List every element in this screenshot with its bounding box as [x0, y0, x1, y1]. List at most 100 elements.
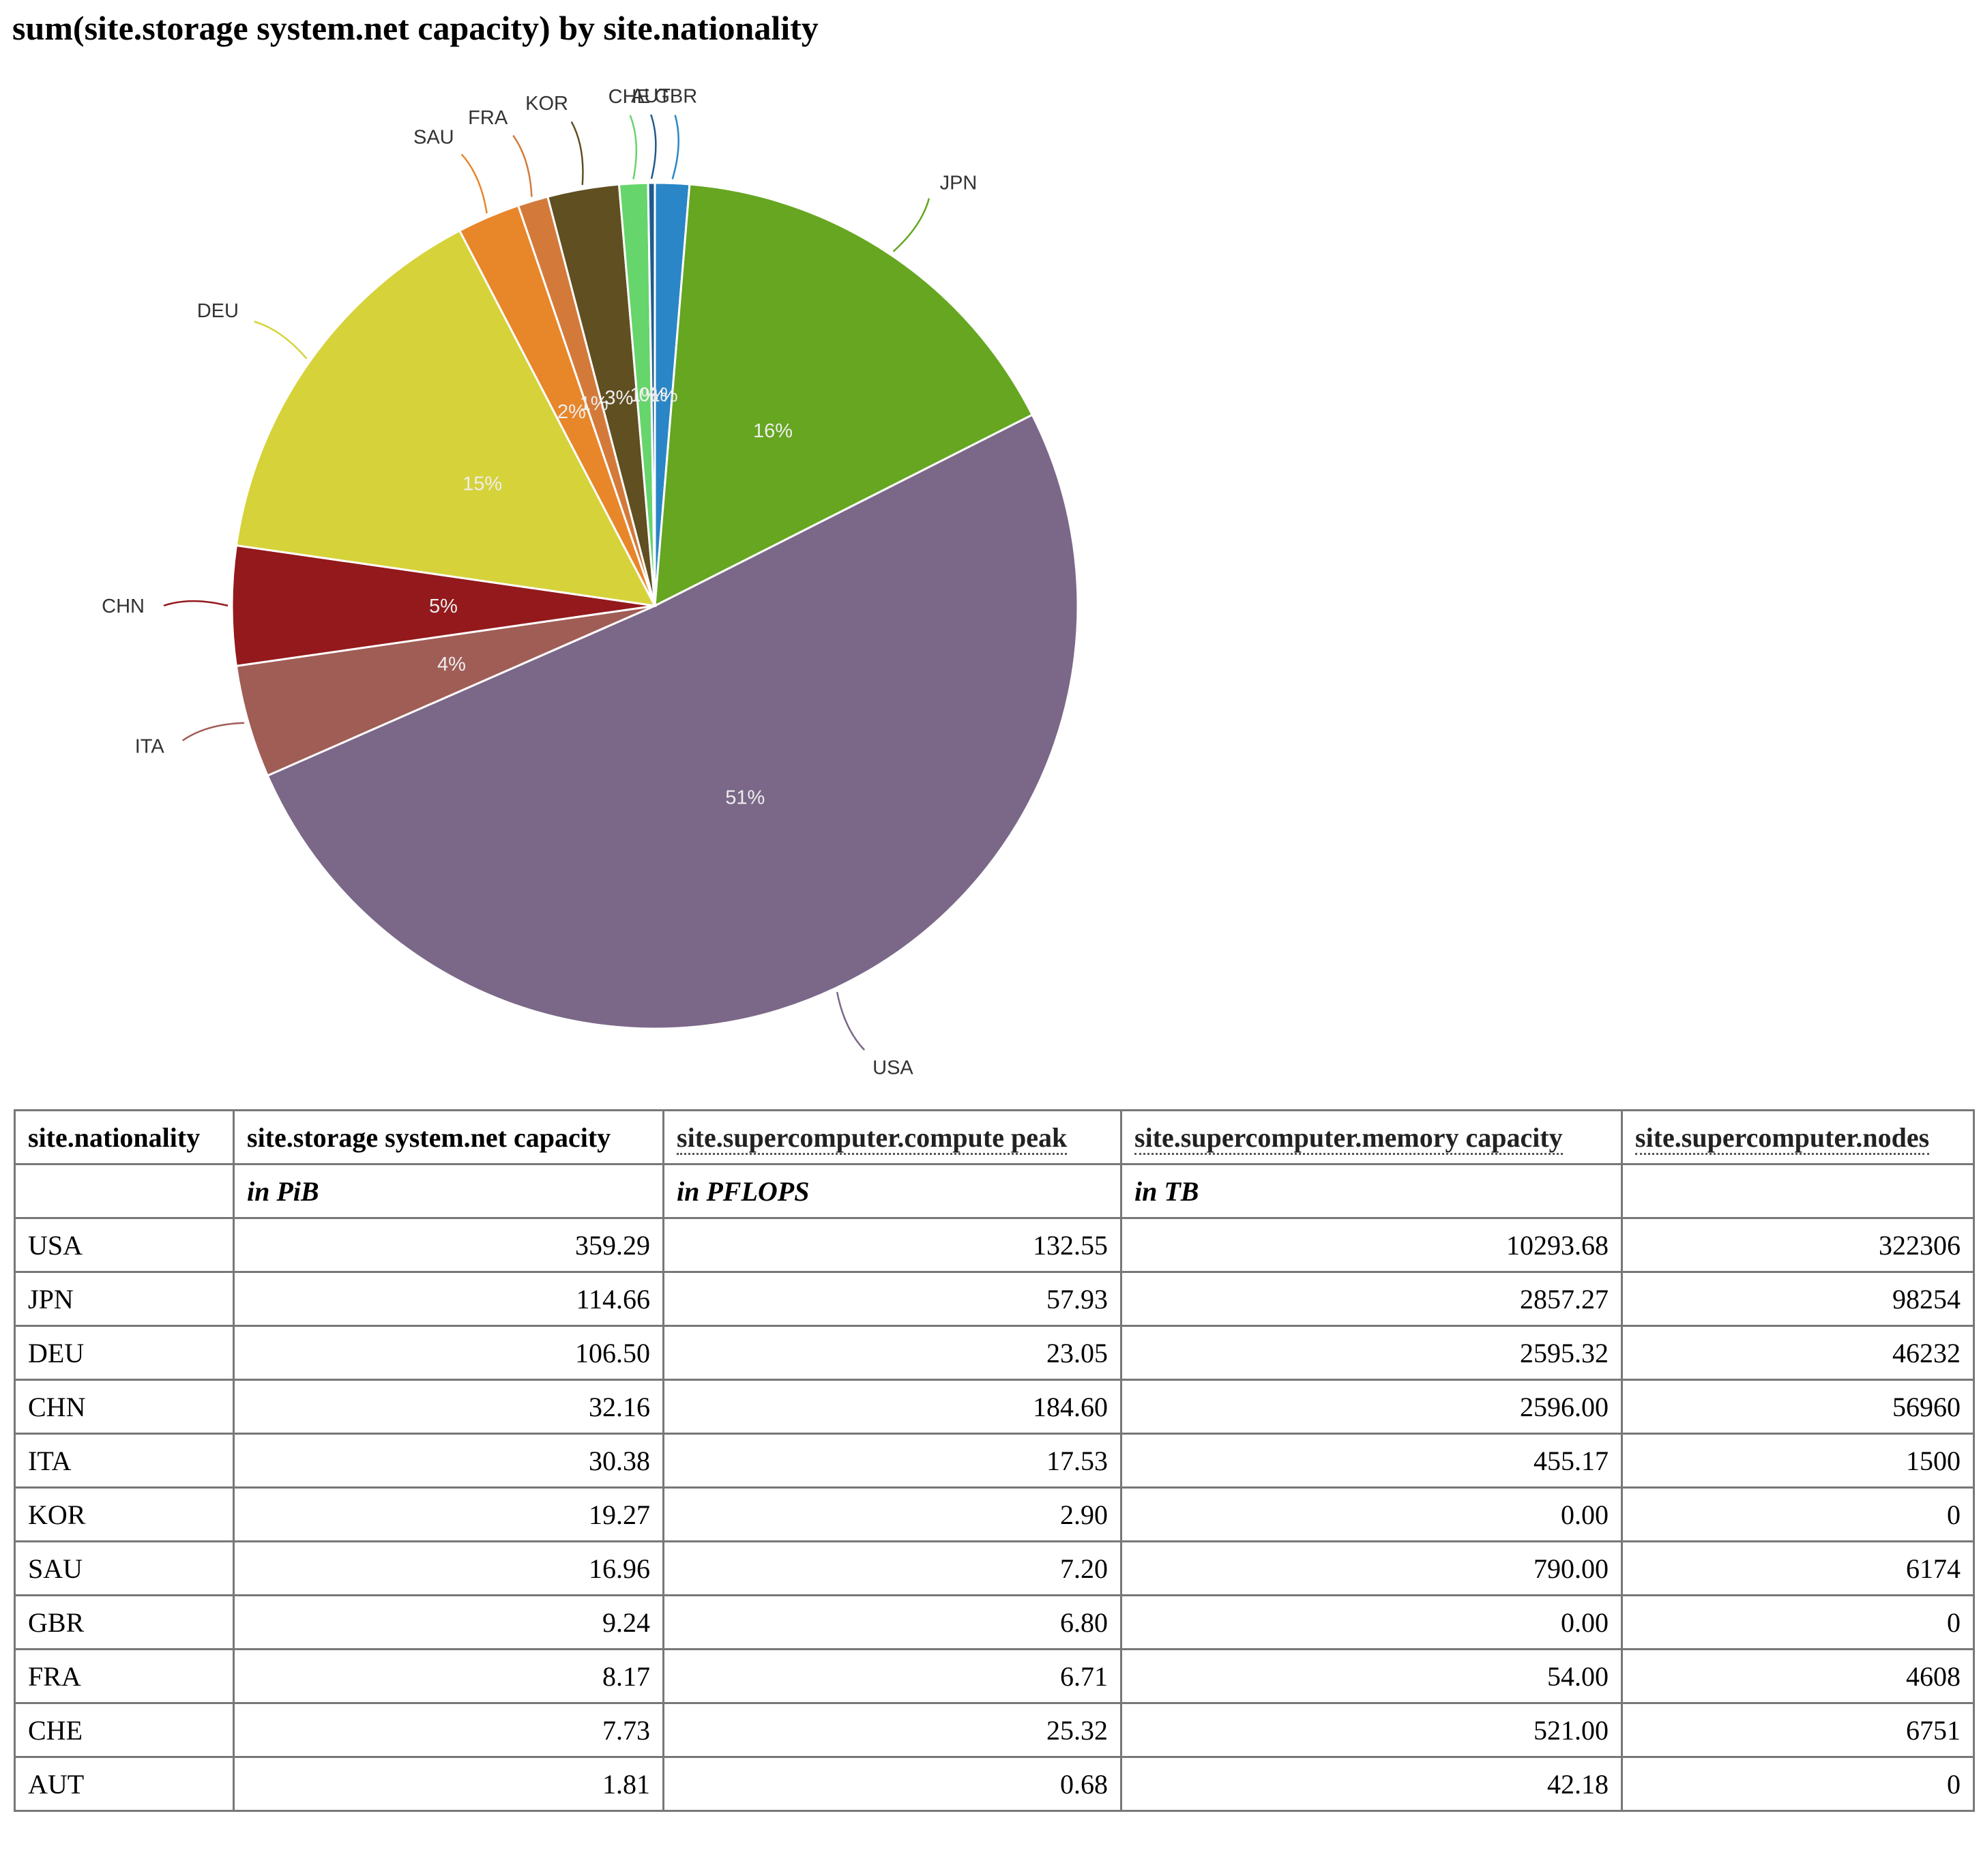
header-nodes-link[interactable]: site.supercomputer.nodes [1621, 1109, 1975, 1165]
row-value-cell: 98254 [1621, 1271, 1975, 1327]
row-value-cell: 0.00 [1120, 1594, 1623, 1650]
pie-category-label-ita: ITA [135, 735, 165, 757]
row-nationality-cell: GBR [14, 1594, 235, 1650]
row-nationality-cell: FRA [14, 1648, 235, 1704]
row-value-cell: 32.16 [233, 1379, 664, 1435]
row-value-cell: 42.18 [1120, 1756, 1623, 1812]
pie-leader-line-usa [836, 991, 866, 1051]
row-nationality-cell: KOR [14, 1486, 235, 1542]
row-value-cell: 2857.27 [1120, 1271, 1623, 1327]
table-row: SAU 16.96 7.20 790.00 6174 [14, 1540, 1975, 1596]
row-nationality-cell: CHN [14, 1379, 235, 1435]
row-value-cell: 1.81 [233, 1756, 664, 1812]
row-value-cell: 2596.00 [1120, 1379, 1623, 1435]
pie-percent-label-aut: 0% [639, 384, 668, 406]
table-header-row: site.nationality site.storage system.net… [14, 1109, 1975, 1165]
pie-percent-label-gbr: 1% [649, 384, 678, 406]
pie-category-label-gbr: GBR [654, 86, 697, 108]
pie-leader-line-sau [460, 153, 488, 214]
row-value-cell: 6.80 [662, 1594, 1122, 1650]
pie-percent-label-sau: 2% [557, 401, 586, 423]
row-nationality-cell: JPN [14, 1271, 235, 1327]
pie-slice-chn[interactable] [231, 544, 656, 667]
table-row: AUT 1.81 0.68 42.18 0 [14, 1756, 1975, 1812]
row-value-cell: 19.27 [233, 1486, 664, 1542]
pie-leader-line-fra [512, 134, 533, 197]
row-nationality-cell: AUT [14, 1756, 235, 1812]
pie-percent-label-kor: 3% [604, 387, 633, 409]
row-value-cell: 7.20 [662, 1540, 1122, 1596]
row-value-cell: 455.17 [1120, 1433, 1623, 1489]
pie-leader-line-aut [650, 114, 657, 179]
table-row: JPN 114.66 57.93 2857.27 98254 [14, 1271, 1975, 1327]
row-value-cell: 16.96 [233, 1540, 664, 1596]
row-value-cell: 56960 [1621, 1379, 1975, 1435]
row-nationality-cell: SAU [14, 1540, 235, 1596]
pie-percent-label-deu: 15% [463, 473, 502, 495]
pie-percent-label-che: 1% [630, 384, 658, 406]
row-nationality-cell: USA [14, 1217, 235, 1273]
pie-category-label-kor: KOR [525, 93, 568, 115]
pie-category-label-jpn: JPN [940, 172, 978, 194]
header-compute-peak-link[interactable]: site.supercomputer.compute peak [662, 1109, 1122, 1165]
row-value-cell: 359.29 [233, 1217, 664, 1273]
pie-leader-line-jpn [892, 198, 930, 252]
unit-cell: in PiB [233, 1163, 664, 1219]
row-value-cell: 17.53 [662, 1433, 1122, 1489]
pie-leader-line-kor [570, 121, 584, 186]
row-value-cell: 2.90 [662, 1486, 1122, 1542]
row-value-cell: 322306 [1621, 1217, 1975, 1273]
pie-slice-ita[interactable] [235, 604, 656, 777]
row-value-cell: 57.93 [662, 1271, 1122, 1327]
pie-leader-line-chn [163, 600, 229, 607]
table-row: ITA 30.38 17.53 455.17 1500 [14, 1433, 1975, 1489]
row-value-cell: 0 [1621, 1486, 1975, 1542]
row-value-cell: 9.24 [233, 1594, 664, 1650]
table-row: USA 359.29 132.55 10293.68 322306 [14, 1217, 1975, 1273]
header-memory-capacity-link[interactable]: site.supercomputer.memory capacity [1120, 1109, 1623, 1165]
table-row: GBR 9.24 6.80 0.00 0 [14, 1594, 1975, 1650]
pie-category-label-usa: USA [872, 1057, 913, 1078]
pie-slice-deu[interactable] [235, 229, 657, 607]
header-storage-capacity: site.storage system.net capacity [233, 1109, 664, 1165]
row-value-cell: 30.38 [233, 1433, 664, 1489]
pie-category-label-che: CHE [608, 86, 650, 108]
row-value-cell: 106.50 [233, 1325, 664, 1381]
unit-cell: in PFLOPS [662, 1163, 1122, 1219]
pie-category-label-sau: SAU [413, 126, 454, 148]
row-value-cell: 0.68 [662, 1756, 1122, 1812]
pie-leader-line-ita [181, 722, 245, 742]
pie-slice-usa[interactable] [266, 413, 1079, 1030]
row-value-cell: 23.05 [662, 1325, 1122, 1381]
pie-percent-label-chn: 5% [429, 596, 458, 617]
row-value-cell: 114.66 [233, 1271, 664, 1327]
pie-slice-aut[interactable] [647, 181, 656, 606]
row-value-cell: 10293.68 [1120, 1217, 1623, 1273]
row-value-cell: 6.71 [662, 1648, 1122, 1704]
row-value-cell: 132.55 [662, 1217, 1122, 1273]
row-value-cell: 46232 [1621, 1325, 1975, 1381]
pie-category-label-chn: CHN [102, 596, 145, 617]
row-value-cell: 8.17 [233, 1648, 664, 1704]
table-row: CHN 32.16 184.60 2596.00 56960 [14, 1379, 1975, 1435]
pie-slice-jpn[interactable] [654, 183, 1034, 608]
pie-leader-line-deu [254, 321, 308, 360]
pie-percent-label-jpn: 16% [753, 420, 793, 442]
row-value-cell: 790.00 [1120, 1540, 1623, 1596]
row-value-cell: 7.73 [233, 1702, 664, 1758]
row-nationality-cell: DEU [14, 1325, 235, 1381]
page-title: sum(site.storage system.net capacity) by… [12, 9, 819, 47]
row-value-cell: 0 [1621, 1756, 1975, 1812]
row-value-cell: 25.32 [662, 1702, 1122, 1758]
unit-cell: in TB [1120, 1163, 1623, 1219]
row-nationality-cell: ITA [14, 1433, 235, 1489]
pie-category-label-fra: FRA [468, 107, 508, 129]
table-row: FRA 8.17 6.71 54.00 4608 [14, 1648, 1975, 1704]
row-nationality-cell: CHE [14, 1702, 235, 1758]
row-value-cell: 4608 [1621, 1648, 1975, 1704]
pie-percent-label-usa: 51% [725, 787, 765, 808]
data-table: site.nationality site.storage system.net… [14, 1109, 1975, 1812]
unit-cell [1621, 1163, 1975, 1219]
row-value-cell: 54.00 [1120, 1648, 1623, 1704]
table-row: KOR 19.27 2.90 0.00 0 [14, 1486, 1975, 1542]
